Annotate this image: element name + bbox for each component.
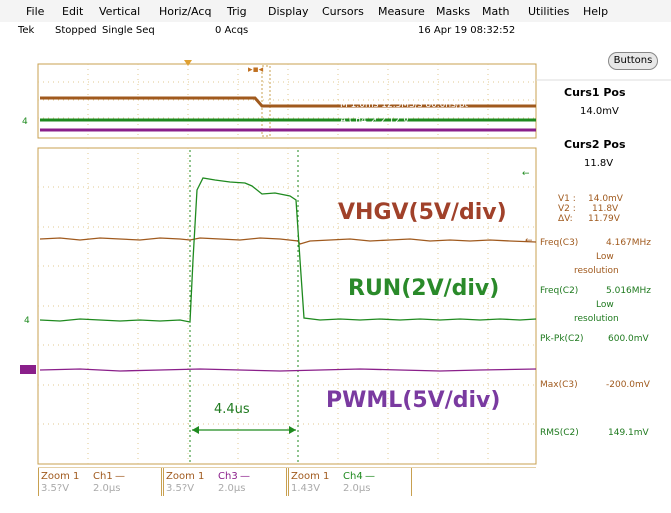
menu-bar: File Edit Vertical Horiz/Acq Trig Displa… — [0, 0, 671, 22]
meas-freq-c2-note1: Low — [596, 300, 614, 310]
trace-run — [39, 177, 537, 323]
menu-vertical[interactable]: Vertical — [99, 5, 141, 18]
run-ref-marker: 4 — [24, 316, 30, 326]
zoom1-dash: — — [115, 471, 125, 482]
meas-freq-c3-note1: Low — [596, 252, 614, 262]
main-grid — [38, 148, 536, 464]
overview-grid — [38, 64, 536, 138]
v2-label: V2 : — [558, 204, 576, 214]
date-time: 16 Apr 19 08:32:52 — [418, 25, 516, 36]
acq-mode: Single Seq — [102, 25, 155, 36]
zoom2-dash: — — [240, 471, 250, 482]
curs1-title: Curs1 Pos — [564, 86, 626, 99]
zoom-box-ch1[interactable]: Zoom 1 Ch1 — 3.5?V 2.0μs — [38, 468, 162, 496]
right-panel: Curs1 Pos 14.0mV Curs2 Pos 11.8V V1 : 14… — [540, 72, 670, 492]
overview-readout-2: A Ch4 ↗ 2.12 V — [340, 116, 410, 126]
overview-trace-vhgv — [40, 96, 536, 108]
buttons-button[interactable]: Buttons — [608, 52, 658, 70]
curs2-title: Curs2 Pos — [564, 138, 626, 151]
acq-count: 0 Acqs — [215, 25, 249, 36]
zoom1-label: Zoom 1 — [41, 471, 80, 482]
zoom1-scale: 3.5?V — [41, 483, 70, 494]
curs2-value[interactable]: 11.8V — [584, 158, 614, 169]
meas-freq-c2-label[interactable]: Freq(C2) — [540, 286, 579, 296]
overview-ch4-marker: 4 — [22, 117, 28, 127]
pulse-width-label: 4.4us — [214, 402, 250, 417]
zoom-box-ch3[interactable]: Zoom 1 Ch3 — 3.5?V 2.0μs — [163, 468, 287, 496]
label-run: RUN(2V/div) — [348, 276, 500, 301]
meas-freq-c3-value: 4.167MHz — [606, 238, 652, 248]
zoom2-label: Zoom 1 — [166, 471, 205, 482]
menu-cursors[interactable]: Cursors — [322, 5, 364, 18]
zoom2-channel: Ch3 — [218, 471, 238, 482]
vhgv-ref-marker: ← — [525, 236, 533, 246]
overview-window — [37, 63, 537, 139]
zoom1-time: 2.0μs — [93, 483, 121, 494]
zoom1-channel: Ch1 — [93, 471, 113, 482]
menu-help[interactable]: Help — [583, 5, 609, 18]
trace-pwml — [39, 368, 537, 372]
menu-measure[interactable]: Measure — [378, 5, 425, 18]
zoom-readout-bar: Zoom 1 Ch1 — 3.5?V 2.0μs Zoom 1 Ch3 — 3.… — [0, 468, 671, 513]
menu-masks[interactable]: Masks — [436, 5, 471, 18]
brand-label: Tek — [18, 25, 35, 36]
meas-max-c3-label[interactable]: Max(C3) — [540, 380, 578, 390]
zoom-region-marker — [261, 65, 271, 137]
menu-edit[interactable]: Edit — [62, 5, 84, 18]
trace-vhgv — [39, 237, 537, 245]
arrow-right-head — [289, 426, 296, 434]
pwml-ref-marker — [20, 365, 36, 374]
menu-trig[interactable]: Trig — [227, 5, 247, 18]
meas-freq-c3-label[interactable]: Freq(C3) — [540, 238, 579, 248]
menu-utilities[interactable]: Utilities — [528, 5, 570, 18]
trigger-position-marker — [184, 60, 192, 66]
menu-horiz-acq[interactable]: Horiz/Acq — [159, 5, 212, 18]
meas-rms-c2-label[interactable]: RMS(C2) — [540, 428, 579, 438]
zoom2-scale: 3.5?V — [166, 483, 195, 494]
meas-freq-c3-note2: resolution — [574, 266, 619, 276]
zoom2-time: 2.0μs — [218, 483, 246, 494]
zoom3-time: 2.0μs — [343, 483, 371, 494]
zoom3-scale: 1.43V — [291, 483, 321, 494]
zoom-arrows: ▸▪◂ — [248, 65, 264, 75]
zoom3-channel: Ch4 — [343, 471, 363, 482]
menu-file[interactable]: File — [26, 5, 45, 18]
dv-label: ΔV: — [558, 214, 573, 224]
menu-math[interactable]: Math — [482, 5, 510, 18]
status-bar: Tek Stopped Single Seq 0 Acqs 16 Apr 19 … — [0, 22, 671, 40]
meas-freq-c2-value: 5.016MHz — [606, 286, 652, 296]
dv-value: 11.79V — [588, 214, 620, 224]
zoom-box-ch4[interactable]: Zoom 1 Ch4 — 1.43V 2.0μs — [288, 468, 412, 496]
zoom3-label: Zoom 1 — [291, 471, 330, 482]
menu-display[interactable]: Display — [268, 5, 309, 18]
label-pwml: PWML(5V/div) — [326, 388, 501, 413]
meas-pkpk-c2-value: 600.0mV — [608, 334, 649, 344]
v1-value: 14.0mV — [588, 194, 623, 204]
meas-pkpk-c2-label[interactable]: Pk-Pk(C2) — [540, 334, 584, 344]
overview-readout: M 1.0ms 12.5MS/s 80.0ns/pt — [340, 100, 469, 110]
zoom3-dash: — — [365, 471, 375, 482]
v1-label: V1 : — [558, 194, 576, 204]
meas-max-c3-value: -200.0mV — [606, 380, 650, 390]
arrow-left-head — [192, 426, 199, 434]
meas-rms-c2-value: 149.1mV — [608, 428, 649, 438]
acq-state: Stopped — [55, 25, 97, 36]
run-level-marker: ← — [522, 169, 530, 179]
curs1-value[interactable]: 14.0mV — [580, 106, 619, 117]
meas-freq-c2-note2: resolution — [574, 314, 619, 324]
v2-value: 11.8V — [592, 204, 619, 214]
label-vhgv: VHGV(5V/div) — [338, 200, 507, 225]
